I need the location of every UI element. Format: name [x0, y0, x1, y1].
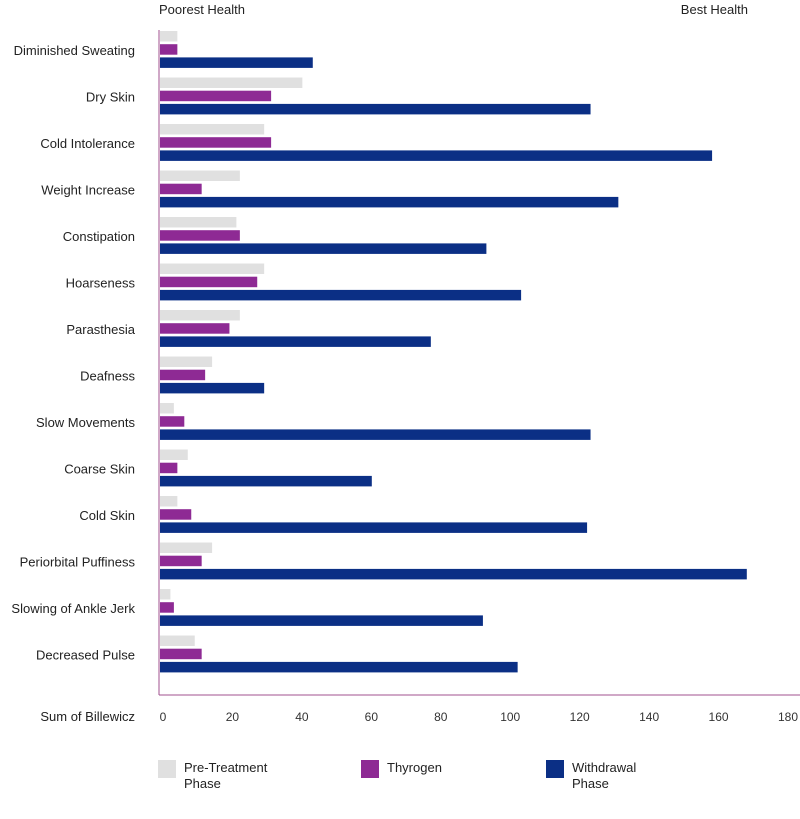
legend-label-thyrogen: Thyrogen	[387, 760, 442, 775]
bar-weight-increase-withdrawal-phase	[160, 196, 619, 208]
bar-decreased-pulse-pre-treatment-phase	[160, 635, 195, 646]
bar-slowing-of-ankle-jerk-withdrawal-phase	[160, 615, 483, 626]
bar-hoarseness-withdrawal-phase	[160, 289, 522, 301]
bar-slowing-of-ankle-jerk-pre-treatment-phase	[160, 589, 171, 600]
bar-constipation-thyrogen	[160, 230, 240, 241]
legend-swatch-pre-treatment	[158, 760, 176, 778]
legend-swatch-withdrawal	[546, 760, 564, 778]
category-label-hoarseness: Hoarseness	[66, 276, 136, 291]
bar-decreased-pulse-thyrogen	[160, 648, 202, 660]
bar-deafness-thyrogen	[160, 369, 206, 381]
bar-chart: Poorest Health Best Health Diminished Sw…	[11, 2, 800, 724]
x-tick-label-80: 80	[434, 710, 448, 724]
legend-item-thyrogen: Thyrogen	[361, 760, 497, 778]
x-tick-label-40: 40	[295, 710, 309, 724]
bar-constipation-pre-treatment-phase	[160, 217, 237, 228]
bar-group	[160, 31, 747, 673]
category-labels: Diminished Sweating Dry Skin Cold Intolera…	[11, 43, 135, 663]
legend: Pre-Treatment Phase Thyrogen Withdrawal …	[0, 760, 800, 810]
bar-coarse-skin-pre-treatment-phase	[160, 449, 188, 460]
bar-constipation-withdrawal-phase	[160, 243, 487, 254]
bar-periorbital-puffiness-pre-treatment-phase	[160, 542, 213, 553]
bar-slow-movements-thyrogen	[160, 416, 185, 427]
x-tick-label-120: 120	[570, 710, 590, 724]
category-label-periorbital-puffiness: Periorbital Puffiness	[20, 555, 136, 570]
bar-periorbital-puffiness-withdrawal-phase	[160, 568, 747, 580]
category-label-parasthesia: Parasthesia	[66, 322, 135, 337]
bar-parasthesia-pre-treatment-phase	[160, 310, 240, 321]
bar-cold-skin-pre-treatment-phase	[160, 496, 178, 507]
bar-coarse-skin-thyrogen	[160, 462, 178, 474]
bar-hoarseness-pre-treatment-phase	[160, 263, 265, 274]
legend-item-withdrawal: Withdrawal Phase	[546, 760, 682, 792]
bar-dry-skin-pre-treatment-phase	[160, 77, 303, 88]
x-tick-label-140: 140	[639, 710, 659, 724]
bar-dry-skin-withdrawal-phase	[160, 103, 591, 115]
legend-label-withdrawal-line2: Phase	[572, 776, 609, 791]
bar-slow-movements-pre-treatment-phase	[160, 403, 174, 414]
bar-decreased-pulse-withdrawal-phase	[160, 661, 518, 673]
x-tick-label-60: 60	[365, 710, 379, 724]
bar-periorbital-puffiness-thyrogen	[160, 555, 202, 567]
category-label-cold-skin: Cold Skin	[79, 508, 135, 523]
bar-cold-intolerance-withdrawal-phase	[160, 150, 713, 161]
x-tick-label-0: 0	[160, 710, 167, 724]
bar-deafness-withdrawal-phase	[160, 382, 265, 394]
bar-cold-intolerance-thyrogen	[160, 137, 272, 148]
x-axis-ticks: 0 20 40 60 80 100 120 140 160 180	[160, 710, 799, 724]
category-label-slow-movements: Slow Movements	[36, 415, 135, 430]
category-label-decreased-pulse: Decreased Pulse	[36, 648, 135, 663]
x-axis-title: Sum of Billewicz	[40, 709, 135, 724]
bar-hoarseness-thyrogen	[160, 276, 258, 288]
bar-cold-skin-thyrogen	[160, 509, 192, 520]
category-label-diminished-sweating: Diminished Sweating	[14, 43, 135, 58]
bar-weight-increase-thyrogen	[160, 183, 202, 195]
x-tick-label-20: 20	[226, 710, 240, 724]
category-label-deafness: Deafness	[80, 369, 135, 384]
header-best-health: Best Health	[681, 2, 748, 17]
x-tick-label-180: 180	[778, 710, 798, 724]
bar-dry-skin-thyrogen	[160, 90, 272, 102]
x-tick-label-100: 100	[500, 710, 520, 724]
legend-label-withdrawal-line1: Withdrawal	[572, 760, 637, 775]
category-label-weight-increase: Weight Increase	[41, 183, 135, 198]
bar-coarse-skin-withdrawal-phase	[160, 475, 372, 487]
bar-deafness-pre-treatment-phase	[160, 356, 213, 367]
bar-cold-skin-withdrawal-phase	[160, 522, 588, 533]
x-tick-label-160: 160	[709, 710, 729, 724]
header-poorest-health: Poorest Health	[159, 2, 245, 17]
bar-cold-intolerance-pre-treatment-phase	[160, 124, 265, 135]
bar-diminished-sweating-pre-treatment-phase	[160, 31, 178, 42]
category-label-cold-intolerance: Cold Intolerance	[40, 136, 135, 151]
bar-slow-movements-withdrawal-phase	[160, 429, 591, 440]
bar-diminished-sweating-thyrogen	[160, 44, 178, 55]
legend-item-pre-treatment: Pre-Treatment Phase	[158, 760, 294, 792]
bar-parasthesia-withdrawal-phase	[160, 336, 431, 347]
category-label-slowing-of-ankle-jerk: Slowing of Ankle Jerk	[11, 601, 135, 616]
category-label-dry-skin: Dry Skin	[86, 90, 135, 105]
category-label-constipation: Constipation	[63, 229, 135, 244]
legend-swatch-thyrogen	[361, 760, 379, 778]
bar-slowing-of-ankle-jerk-thyrogen	[160, 602, 174, 613]
bar-weight-increase-pre-treatment-phase	[160, 170, 240, 181]
bar-diminished-sweating-withdrawal-phase	[160, 57, 313, 68]
bar-parasthesia-thyrogen	[160, 323, 230, 334]
category-label-coarse-skin: Coarse Skin	[64, 462, 135, 477]
legend-label-pre-treatment-line1: Pre-Treatment	[184, 760, 268, 775]
legend-label-pre-treatment-line2: Phase	[184, 776, 221, 791]
